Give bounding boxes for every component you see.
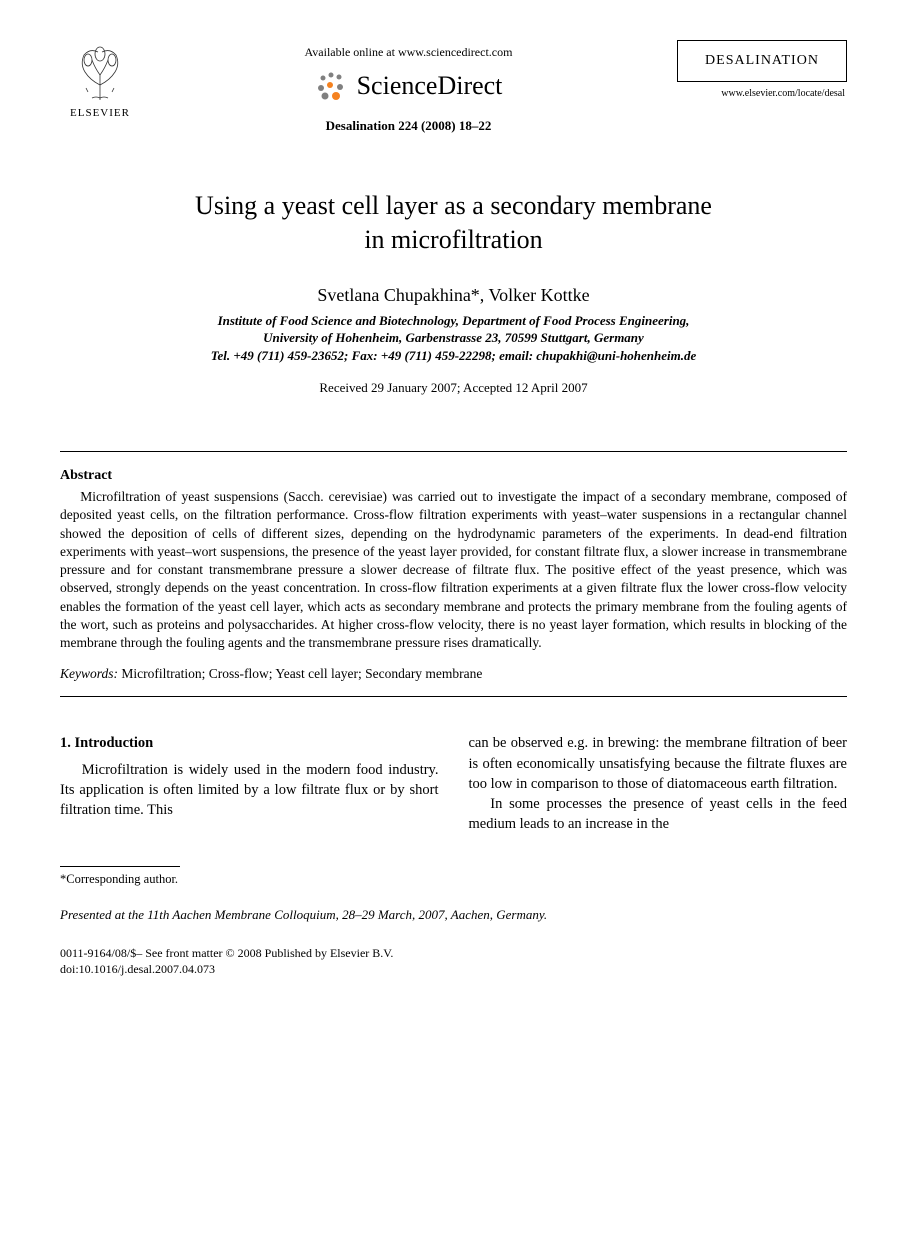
footer-info: 0011-9164/08/$– See front matter © 2008 …	[60, 945, 847, 977]
doi-line: doi:10.1016/j.desal.2007.04.073	[60, 961, 847, 977]
elsevier-tree-icon	[70, 40, 130, 105]
title-line2: in microfiltration	[364, 225, 542, 254]
column-left: 1. Introduction Microfiltration is widel…	[60, 733, 439, 889]
header-row: ELSEVIER Available online at www.science…	[60, 40, 847, 134]
col2-para1: can be observed e.g. in brewing: the mem…	[469, 733, 848, 794]
keywords: Keywords: Microfiltration; Cross-flow; Y…	[60, 666, 847, 682]
sciencedirect-row: ScienceDirect	[140, 68, 677, 104]
journal-box-wrapper: DESALINATION www.elsevier.com/locate/des…	[677, 40, 847, 99]
citation: Desalination 224 (2008) 18–22	[140, 118, 677, 134]
sciencedirect-text: ScienceDirect	[357, 71, 503, 101]
elsevier-label: ELSEVIER	[70, 107, 130, 119]
center-header: Available online at www.sciencedirect.co…	[140, 40, 677, 134]
copyright-line: 0011-9164/08/$– See front matter © 2008 …	[60, 945, 847, 961]
title-line1: Using a yeast cell layer as a secondary …	[195, 191, 712, 220]
section-1-heading: 1. Introduction	[60, 733, 439, 753]
col1-para1: Microfiltration is widely used in the mo…	[60, 760, 439, 821]
divider-after-keywords	[60, 696, 847, 697]
footnote-corresponding: *Corresponding author.	[60, 871, 439, 889]
abstract-heading: Abstract	[60, 468, 847, 484]
abstract-body: Microfiltration of yeast suspensions (Sa…	[60, 488, 847, 652]
body-columns: 1. Introduction Microfiltration is widel…	[60, 733, 847, 889]
footnote-rule	[60, 866, 180, 867]
affiliation: Institute of Food Science and Biotechnol…	[60, 312, 847, 365]
keywords-text: Microfiltration; Cross-flow; Yeast cell …	[118, 666, 482, 681]
presented-line: Presented at the 11th Aachen Membrane Co…	[60, 907, 847, 923]
article-title: Using a yeast cell layer as a secondary …	[60, 189, 847, 257]
journal-box: DESALINATION	[677, 40, 847, 82]
affiliation-line1: Institute of Food Science and Biotechnol…	[218, 313, 690, 328]
col2-para2: In some processes the presence of yeast …	[469, 794, 848, 835]
keywords-label: Keywords:	[60, 666, 118, 681]
journal-url: www.elsevier.com/locate/desal	[677, 88, 847, 99]
dates: Received 29 January 2007; Accepted 12 Ap…	[60, 380, 847, 396]
divider-top	[60, 451, 847, 452]
authors: Svetlana Chupakhina*, Volker Kottke	[60, 285, 847, 306]
affiliation-line3: Tel. +49 (711) 459-23652; Fax: +49 (711)…	[211, 348, 697, 363]
abstract-section: Abstract Microfiltration of yeast suspen…	[60, 468, 847, 682]
affiliation-line2: University of Hohenheim, Garbenstrasse 2…	[263, 330, 644, 345]
sciencedirect-icon	[315, 68, 351, 104]
available-online-text: Available online at www.sciencedirect.co…	[140, 45, 677, 60]
column-right: can be observed e.g. in brewing: the mem…	[469, 733, 848, 889]
journal-name: DESALINATION	[692, 53, 832, 69]
elsevier-logo: ELSEVIER	[60, 40, 140, 119]
